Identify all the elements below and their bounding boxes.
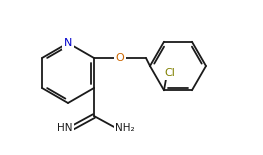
Text: HN: HN: [57, 123, 73, 133]
Text: NH₂: NH₂: [115, 123, 135, 133]
Text: N: N: [64, 38, 72, 48]
Text: Cl: Cl: [165, 68, 175, 78]
Text: O: O: [116, 53, 124, 63]
